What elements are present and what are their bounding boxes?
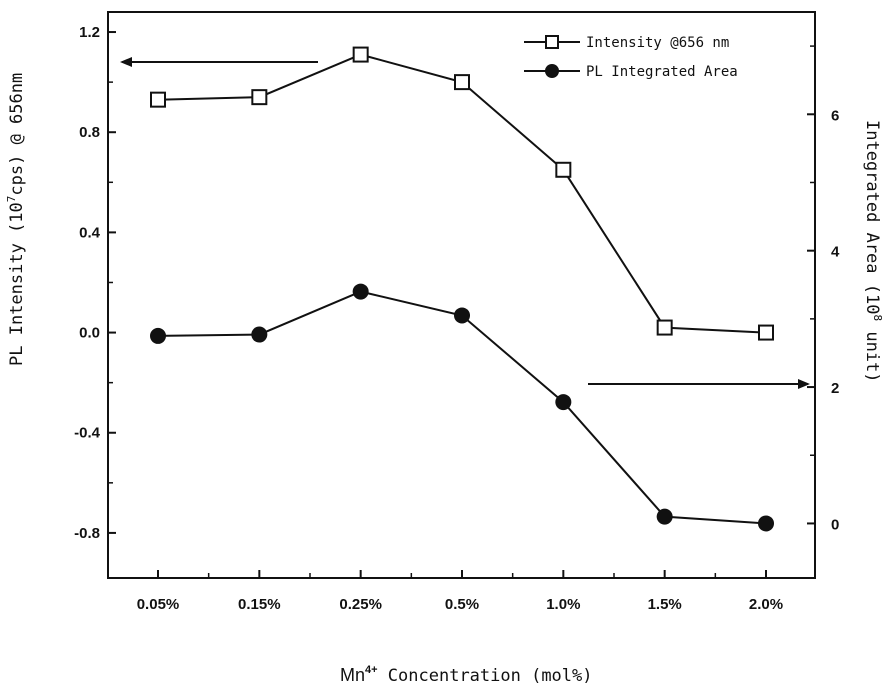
integrated-area-point (555, 394, 572, 411)
right-axis-label-part2: unit) (862, 321, 882, 382)
x-tick-label: 1.0% (546, 596, 580, 613)
x-tick-label: 0.5% (445, 596, 479, 613)
left-tick-label: 0.8 (79, 124, 100, 141)
x-tick-label: 1.5% (648, 596, 682, 613)
right-tick-label: 2 (831, 380, 839, 397)
left-tick-label: 0.0 (79, 325, 100, 342)
integrated-area-point (251, 326, 268, 343)
series-lines (157, 53, 767, 525)
integrated-area-point (454, 307, 470, 324)
left-tick-label: 0.4 (79, 224, 101, 241)
left-axis-label-sup: 7 (5, 196, 18, 203)
x-tick-label: 0.15% (238, 596, 281, 613)
right-axis-ticks: 0 2 4 6 (807, 45, 840, 533)
series-line-intensity (157, 53, 767, 334)
intensity-point (352, 46, 369, 63)
x-axis-ticks: 0.05% 0.15% 0.25% 0.5% 1.0% 1.5% 2.0% (137, 570, 783, 613)
intensity-point (555, 161, 572, 178)
right-tick-label: 4 (831, 244, 840, 261)
x-axis-label: Mn4+ Concentration (mol%) (340, 664, 593, 686)
left-tick-label: -0.8 (74, 525, 100, 542)
right-tick-label: 0 (831, 516, 839, 533)
series-line-integrated-area (157, 290, 767, 525)
legend-label-area: PL Integrated Area (586, 64, 738, 80)
x-tick-label: 0.25% (339, 596, 382, 613)
legend: Intensity @656 nm PL Integrated Area (524, 35, 738, 80)
left-axis-ticks: -0.8 -0.4 0.0 0.4 0.8 1.2 (74, 24, 116, 542)
intensity-point (251, 89, 268, 106)
legend-label-intensity: Intensity @656 nm (586, 35, 729, 51)
integrated-area-point (758, 515, 774, 532)
left-axis-label-part2: cps) @ 656nm (7, 73, 27, 196)
legend-marker-square (545, 35, 559, 49)
intensity-point (758, 324, 774, 341)
intensity-point (656, 319, 673, 336)
left-tick-label: 1.2 (79, 24, 100, 41)
integrated-area-point (656, 508, 673, 525)
x-axis-label-rest: Concentration (mol%) (378, 666, 593, 686)
left-axis-label-part1: PL Intensity (10 (7, 202, 27, 366)
intensity-point (150, 91, 166, 108)
right-axis-label-part1: Integrated Area (10 (862, 120, 882, 314)
legend-marker-circle (545, 64, 559, 78)
plot-frame (107, 11, 816, 579)
x-tick-label: 0.05% (137, 596, 180, 613)
right-axis-label: Integrated Area (108 unit) (862, 120, 884, 383)
x-axis-label-mn: Mn (340, 665, 365, 685)
x-axis-label-sup: 4+ (365, 664, 378, 676)
left-axis-label: PL Intensity (107cps) @ 656nm (5, 73, 27, 366)
series-markers (150, 46, 774, 532)
integrated-area-point (352, 283, 369, 300)
right-axis-label-sup: 8 (871, 314, 884, 321)
right-tick-label: 6 (831, 107, 839, 124)
intensity-point (454, 74, 470, 91)
integrated-area-point (150, 327, 166, 344)
left-tick-label: -0.4 (74, 425, 101, 442)
x-tick-label: 2.0% (749, 596, 783, 613)
